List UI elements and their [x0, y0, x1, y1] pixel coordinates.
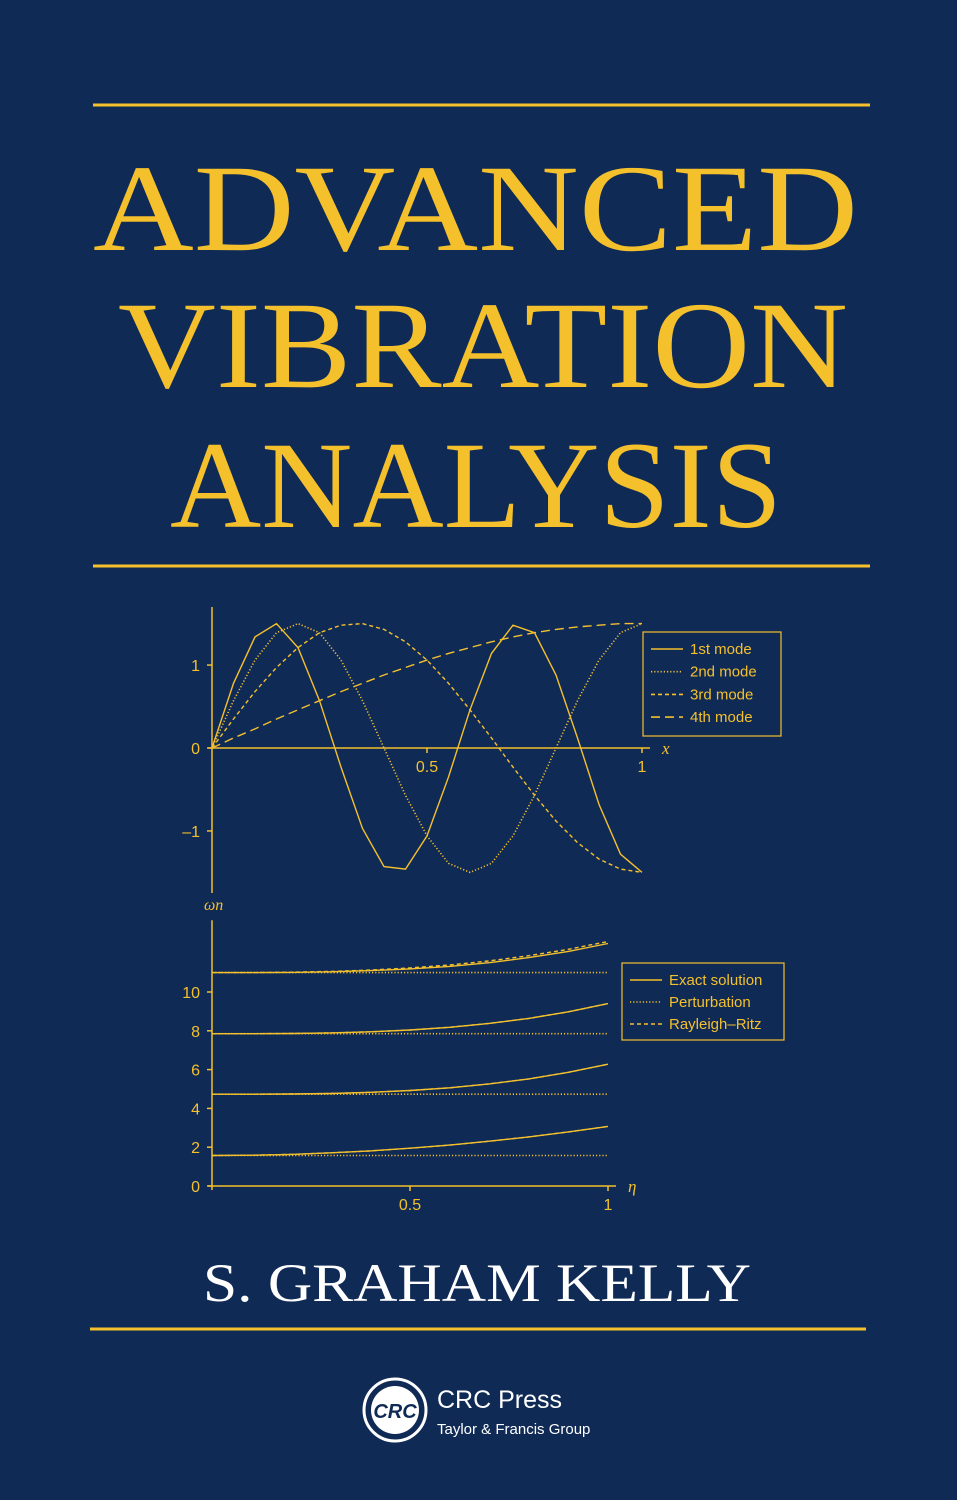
- publisher-name: CRC Press: [437, 1386, 562, 1414]
- y-axis-label: ωn: [204, 897, 223, 914]
- series-line: [211, 622, 643, 874]
- x-tick-label: 1: [638, 759, 647, 776]
- x-tick-label: 1: [604, 1197, 613, 1214]
- y-tick-label: 1: [191, 658, 200, 675]
- legend-label: 1st mode: [690, 641, 752, 658]
- publisher-group: Taylor & Francis Group: [437, 1421, 590, 1438]
- legend-label: 3rd mode: [690, 686, 753, 703]
- legend-label: Rayleigh–Ritz: [669, 1016, 762, 1033]
- x-axis-label: x: [661, 739, 670, 758]
- legend-label: Exact solution: [669, 972, 762, 989]
- title-line: ADVANCED: [93, 140, 858, 277]
- x-tick-label: 0.5: [399, 1197, 421, 1214]
- y-tick-label: 4: [191, 1101, 200, 1118]
- series-line: [212, 1002, 609, 1035]
- y-tick-label: 2: [191, 1140, 200, 1157]
- series-line: [211, 622, 643, 874]
- series-line: [211, 622, 642, 749]
- y-tick-label: 6: [191, 1063, 200, 1080]
- legend-label: 4th mode: [690, 709, 753, 726]
- logo-disc: [371, 1386, 419, 1434]
- publisher-logo: CRC: [362, 1377, 428, 1443]
- y-tick-label: 8: [191, 1024, 200, 1041]
- legend-box: [642, 631, 782, 737]
- logo-text: CRC: [373, 1401, 417, 1423]
- y-tick-label: –1: [182, 824, 200, 841]
- y-tick-label: 0: [191, 1179, 200, 1196]
- y-tick-label: 10: [182, 985, 200, 1002]
- series-line: [212, 1063, 609, 1095]
- author: S. GRAHAM KELLY: [203, 1253, 751, 1313]
- x-tick-label: 0.5: [416, 759, 438, 776]
- legend-label: 2nd mode: [690, 664, 757, 681]
- x-axis-label: η: [628, 1177, 636, 1196]
- series-line: [211, 1125, 609, 1157]
- title-line: ANALYSIS: [170, 417, 782, 554]
- title-line: VIBRATION: [118, 277, 848, 414]
- series-line: [212, 940, 609, 974]
- y-tick-label: 0: [191, 741, 200, 758]
- legend-box: [621, 962, 785, 1041]
- legend-label: Perturbation: [669, 994, 751, 1011]
- logo-ring: [362, 1377, 428, 1443]
